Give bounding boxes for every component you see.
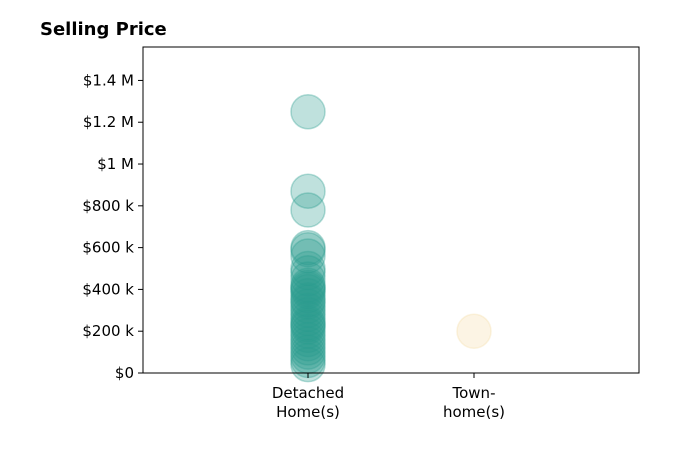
data-point [290,269,326,306]
y-tick-label: $1 M [97,155,134,173]
y-tick-label: $200 k [82,322,134,340]
data-point [290,288,326,324]
y-tick-label: $1.2 M [83,113,134,131]
data-point [290,300,326,337]
data-point [290,271,326,308]
data-point [290,282,326,318]
data-point [290,334,326,370]
data-points [290,94,492,383]
data-point [290,296,326,333]
data-point [290,192,326,228]
data-point [290,292,326,329]
data-point [290,254,326,291]
data-point [290,317,326,354]
data-point [290,261,326,297]
y-tick-label: $600 k [82,239,134,257]
x-tick-label: Detached [272,384,344,402]
data-point [290,313,326,349]
data-point [290,238,326,274]
plot-frame [142,46,640,374]
data-point [290,231,326,268]
chart-title: Selling Price [40,19,167,40]
data-point [290,321,326,358]
x-tick-label: home(s) [443,403,505,421]
data-point [290,284,326,320]
data-point [290,309,326,345]
y-tick-label: $1.4 M [83,71,134,89]
data-point [290,229,326,266]
data-point [290,305,326,341]
data-point [290,250,326,287]
x-tick-label: Home(s) [276,403,340,421]
y-tick-label: $800 k [82,197,134,215]
y-tick-label: $400 k [82,280,134,298]
y-axis: $0 $200 k $400 k $600 k $800 k $1 M $1.2 M $1.4… [82,71,143,382]
data-point [290,94,326,130]
data-point [290,307,326,343]
data-point [290,325,326,362]
data-point [456,313,492,349]
data-point [290,273,326,310]
y-tick-label: $0 [115,364,134,382]
data-point [290,173,326,209]
data-point [290,277,326,314]
data-point [290,330,326,366]
x-tick-label: Town- [452,384,496,402]
data-point [290,267,326,303]
